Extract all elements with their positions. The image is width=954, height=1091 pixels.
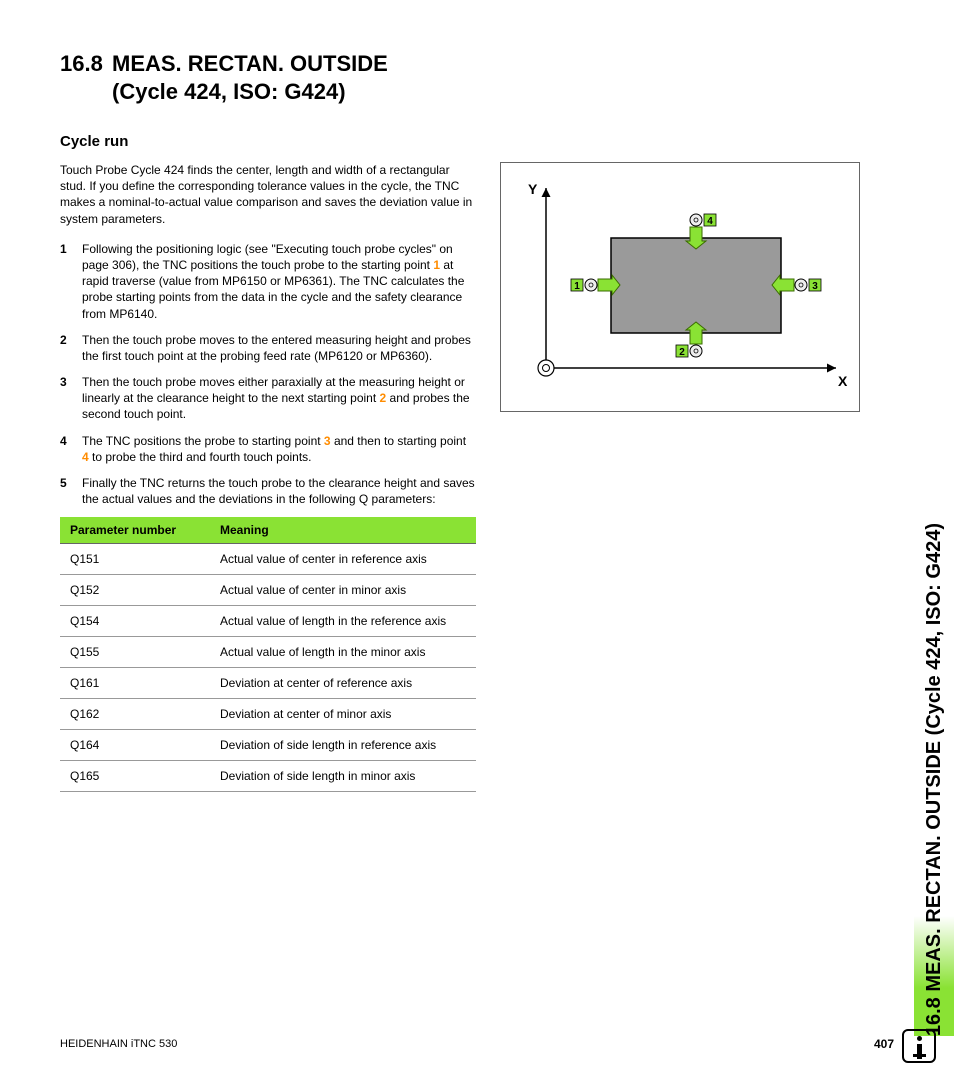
svg-text:Y: Y bbox=[528, 181, 538, 197]
step-item: 1Following the positioning logic (see "E… bbox=[60, 241, 476, 322]
param-cell: Q152 bbox=[60, 575, 210, 606]
step-item: 4The TNC positions the probe to starting… bbox=[60, 433, 476, 465]
step-number: 5 bbox=[60, 475, 74, 507]
param-cell: Q154 bbox=[60, 606, 210, 637]
step-highlight: 3 bbox=[324, 434, 331, 448]
step-text: The TNC positions the probe to starting … bbox=[82, 433, 476, 465]
meaning-cell: Actual value of center in minor axis bbox=[210, 575, 476, 606]
table-row: Q165Deviation of side length in minor ax… bbox=[60, 761, 476, 792]
table-row: Q154Actual value of length in the refere… bbox=[60, 606, 476, 637]
step-item: 2Then the touch probe moves to the enter… bbox=[60, 332, 476, 364]
svg-text:3: 3 bbox=[812, 281, 818, 292]
footer-product: HEIDENHAIN iTNC 530 bbox=[60, 1038, 177, 1050]
meaning-cell: Deviation of side length in minor axis bbox=[210, 761, 476, 792]
side-tab-label: 16.8 MEAS. RECTAN. OUTSIDE (Cycle 424, I… bbox=[923, 515, 946, 1036]
step-number: 2 bbox=[60, 332, 74, 364]
param-cell: Q162 bbox=[60, 699, 210, 730]
table-header-meaning: Meaning bbox=[210, 517, 476, 544]
step-item: 3Then the touch probe moves either parax… bbox=[60, 374, 476, 423]
table-row: Q164Deviation of side length in referenc… bbox=[60, 730, 476, 761]
svg-text:1: 1 bbox=[574, 281, 580, 292]
step-text: Finally the TNC returns the touch probe … bbox=[82, 475, 476, 507]
step-number: 4 bbox=[60, 433, 74, 465]
table-row: Q155Actual value of length in the minor … bbox=[60, 637, 476, 668]
param-cell: Q165 bbox=[60, 761, 210, 792]
text-column: Touch Probe Cycle 424 finds the center, … bbox=[60, 162, 476, 792]
param-cell: Q164 bbox=[60, 730, 210, 761]
step-highlight: 4 bbox=[82, 450, 89, 464]
section-title: 16.8MEAS. RECTAN. OUTSIDE (Cycle 424, IS… bbox=[60, 50, 860, 105]
meaning-cell: Actual value of length in the minor axis bbox=[210, 637, 476, 668]
step-number: 1 bbox=[60, 241, 74, 322]
page-footer: HEIDENHAIN iTNC 530 407 bbox=[60, 1037, 894, 1051]
meaning-cell: Deviation at center of reference axis bbox=[210, 668, 476, 699]
subheading-cycle-run: Cycle run bbox=[60, 133, 860, 150]
param-cell: Q161 bbox=[60, 668, 210, 699]
table-row: Q162Deviation at center of minor axis bbox=[60, 699, 476, 730]
step-number: 3 bbox=[60, 374, 74, 423]
step-text: Then the touch probe moves to the entere… bbox=[82, 332, 476, 364]
section-number: 16.8 bbox=[60, 50, 112, 78]
table-row: Q152Actual value of center in minor axis bbox=[60, 575, 476, 606]
table-row: Q161Deviation at center of reference axi… bbox=[60, 668, 476, 699]
steps-list: 1Following the positioning logic (see "E… bbox=[60, 241, 476, 508]
param-cell: Q155 bbox=[60, 637, 210, 668]
svg-text:X: X bbox=[838, 373, 848, 389]
cycle-diagram: X Y 1 2 3 4 bbox=[500, 162, 860, 412]
svg-text:4: 4 bbox=[707, 216, 713, 227]
meaning-cell: Deviation at center of minor axis bbox=[210, 699, 476, 730]
side-tab: 16.8 MEAS. RECTAN. OUTSIDE (Cycle 424, I… bbox=[914, 40, 954, 1036]
svg-text:2: 2 bbox=[679, 347, 685, 358]
step-text: Then the touch probe moves either paraxi… bbox=[82, 374, 476, 423]
step-item: 5Finally the TNC returns the touch probe… bbox=[60, 475, 476, 507]
meaning-cell: Actual value of length in the reference … bbox=[210, 606, 476, 637]
intro-paragraph: Touch Probe Cycle 424 finds the center, … bbox=[60, 162, 476, 227]
table-header-param: Parameter number bbox=[60, 517, 210, 544]
param-cell: Q151 bbox=[60, 544, 210, 575]
meaning-cell: Actual value of center in reference axis bbox=[210, 544, 476, 575]
meaning-cell: Deviation of side length in reference ax… bbox=[210, 730, 476, 761]
section-title-line2: (Cycle 424, ISO: G424) bbox=[60, 78, 860, 106]
page-number: 407 bbox=[874, 1037, 894, 1051]
step-text: Following the positioning logic (see "Ex… bbox=[82, 241, 476, 322]
table-row: Q151Actual value of center in reference … bbox=[60, 544, 476, 575]
step-highlight: 2 bbox=[380, 391, 387, 405]
section-title-line1: MEAS. RECTAN. OUTSIDE bbox=[112, 51, 388, 76]
parameter-table: Parameter number Meaning Q151Actual valu… bbox=[60, 517, 476, 792]
step-highlight: 1 bbox=[433, 258, 440, 272]
